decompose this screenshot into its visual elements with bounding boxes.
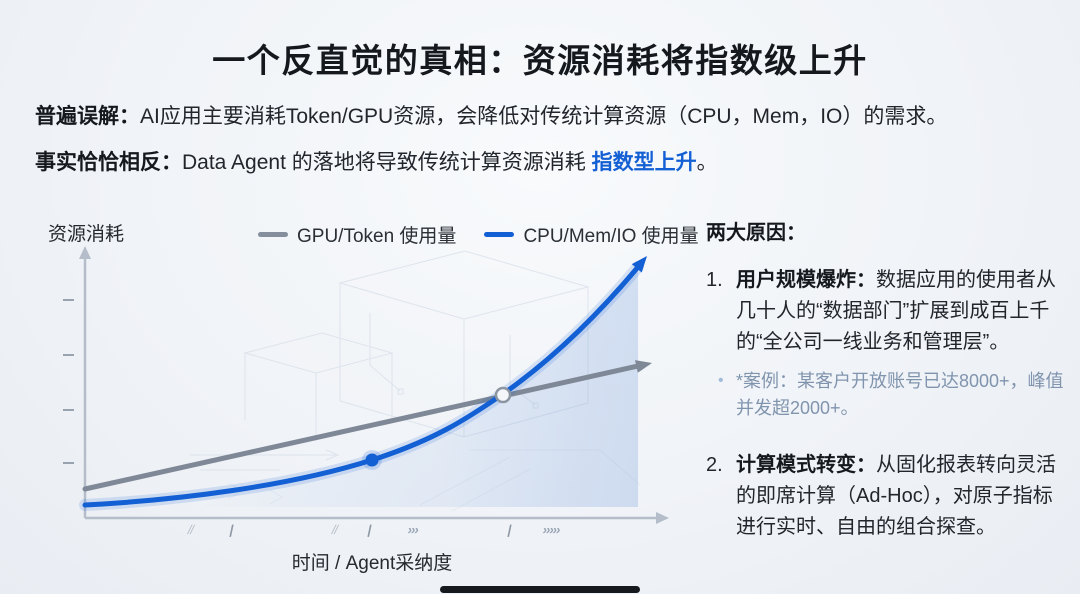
reasons-heading: 两大原因： (706, 222, 806, 244)
legend-label: CPU/Mem/IO 使用量 (523, 226, 699, 247)
curve-markers (362, 386, 512, 470)
axis-mark-tick: | (366, 522, 373, 537)
blue-area-fill (85, 267, 638, 507)
blue-dot-marker (365, 453, 379, 467)
x-axis-label: 时间 / Agent采纳度 (291, 553, 453, 574)
reason-text: 数据应用的使用者从几十人的“数据部门”扩展到成百上千的“全公司一线业务和管理层”… (736, 269, 1056, 353)
reason-lead: 用户规模爆炸： (736, 269, 876, 291)
axis-mark-tick: | (228, 522, 235, 537)
intro-fact: 事实恰恰相反：Data Agent 的落地将导致传统计算资源消耗 指数型上升。 (35, 148, 1060, 177)
axis-mark-chevrons: ››››› (541, 522, 562, 537)
reasons-panel: 两大原因： 1. 用户规模爆炸：数据应用的使用者从几十人的“数据部门”扩展到成百… (706, 218, 1068, 553)
intro-fact-highlight: 指数型上升 (591, 151, 697, 174)
gray-line-swatch-icon (258, 232, 288, 237)
axes (79, 246, 669, 524)
slide-title: 一个反直觉的真相：资源消耗将指数级上升 (212, 42, 868, 79)
reason-number: 1. (706, 269, 723, 291)
crossover-circle-marker (494, 386, 512, 404)
chart-legend: GPU/Token 使用量 CPU/Mem/IO 使用量 (258, 221, 699, 248)
legend-label: GPU/Token 使用量 (297, 226, 457, 247)
legend-item-cpu-mem-io: CPU/Mem/IO 使用量 (484, 221, 699, 248)
intro-misconception-lead: 普遍误解： (35, 105, 140, 128)
axis-mark-tick: | (506, 522, 513, 537)
axis-mark-chevrons: ››› (406, 522, 420, 537)
gpu-token-line (82, 360, 652, 492)
reason-text: 从固化报表转向灵活的即席计算（Ad-Hoc），对原子指标进行实时、自由的组合探查… (736, 454, 1056, 538)
chart-area: 资源消耗 GPU/Token 使用量 CPU/Mem/IO 使用量 (40, 205, 699, 590)
intro-fact-tail: 。 (696, 151, 718, 174)
intro-misconception-text: AI应用主要消耗Token/GPU资源，会降低对传统计算资源（CPU，Mem，I… (140, 105, 948, 128)
legend-item-gpu-token: GPU/Token 使用量 (258, 221, 456, 248)
intro-misconception: 普遍误解：AI应用主要消耗Token/GPU资源，会降低对传统计算资源（CPU，… (35, 102, 1060, 131)
cpu-mem-io-curve (79, 256, 647, 511)
reason-item-user-scale: 1. 用户规模爆炸：数据应用的使用者从几十人的“数据部门”扩展到成百上千的“全公… (706, 265, 1068, 358)
reason-item-compute-mode: 2. 计算模式转变：从固化报表转向灵活的即席计算（Ad-Hoc），对原子指标进行… (706, 450, 1068, 543)
x-axis-decorative-marks: // | // | ››› | ››››› (40, 522, 685, 538)
bullet-dot-icon: • (718, 372, 724, 389)
y-axis-ticks (63, 299, 74, 464)
intro-fact-text: Data Agent 的落地将导致传统计算资源消耗 (182, 151, 592, 174)
bottom-indicator-bar (440, 586, 640, 593)
resource-consumption-plot (63, 246, 669, 524)
axis-mark-slash: // (186, 522, 195, 537)
blue-line-swatch-icon (484, 232, 515, 237)
axis-mark-slash: // (330, 522, 339, 537)
y-axis-label: 资源消耗 (48, 224, 125, 245)
case-note: • *案例：某客户开放账号已达8000+，峰值并发超2000+。 (706, 368, 1068, 422)
reason-lead: 计算模式转变： (736, 454, 876, 476)
reason-number: 2. (706, 454, 723, 476)
intro-fact-lead: 事实恰恰相反： (35, 151, 182, 174)
case-note-text: *案例：某客户开放账号已达8000+，峰值并发超2000+。 (736, 371, 1064, 418)
